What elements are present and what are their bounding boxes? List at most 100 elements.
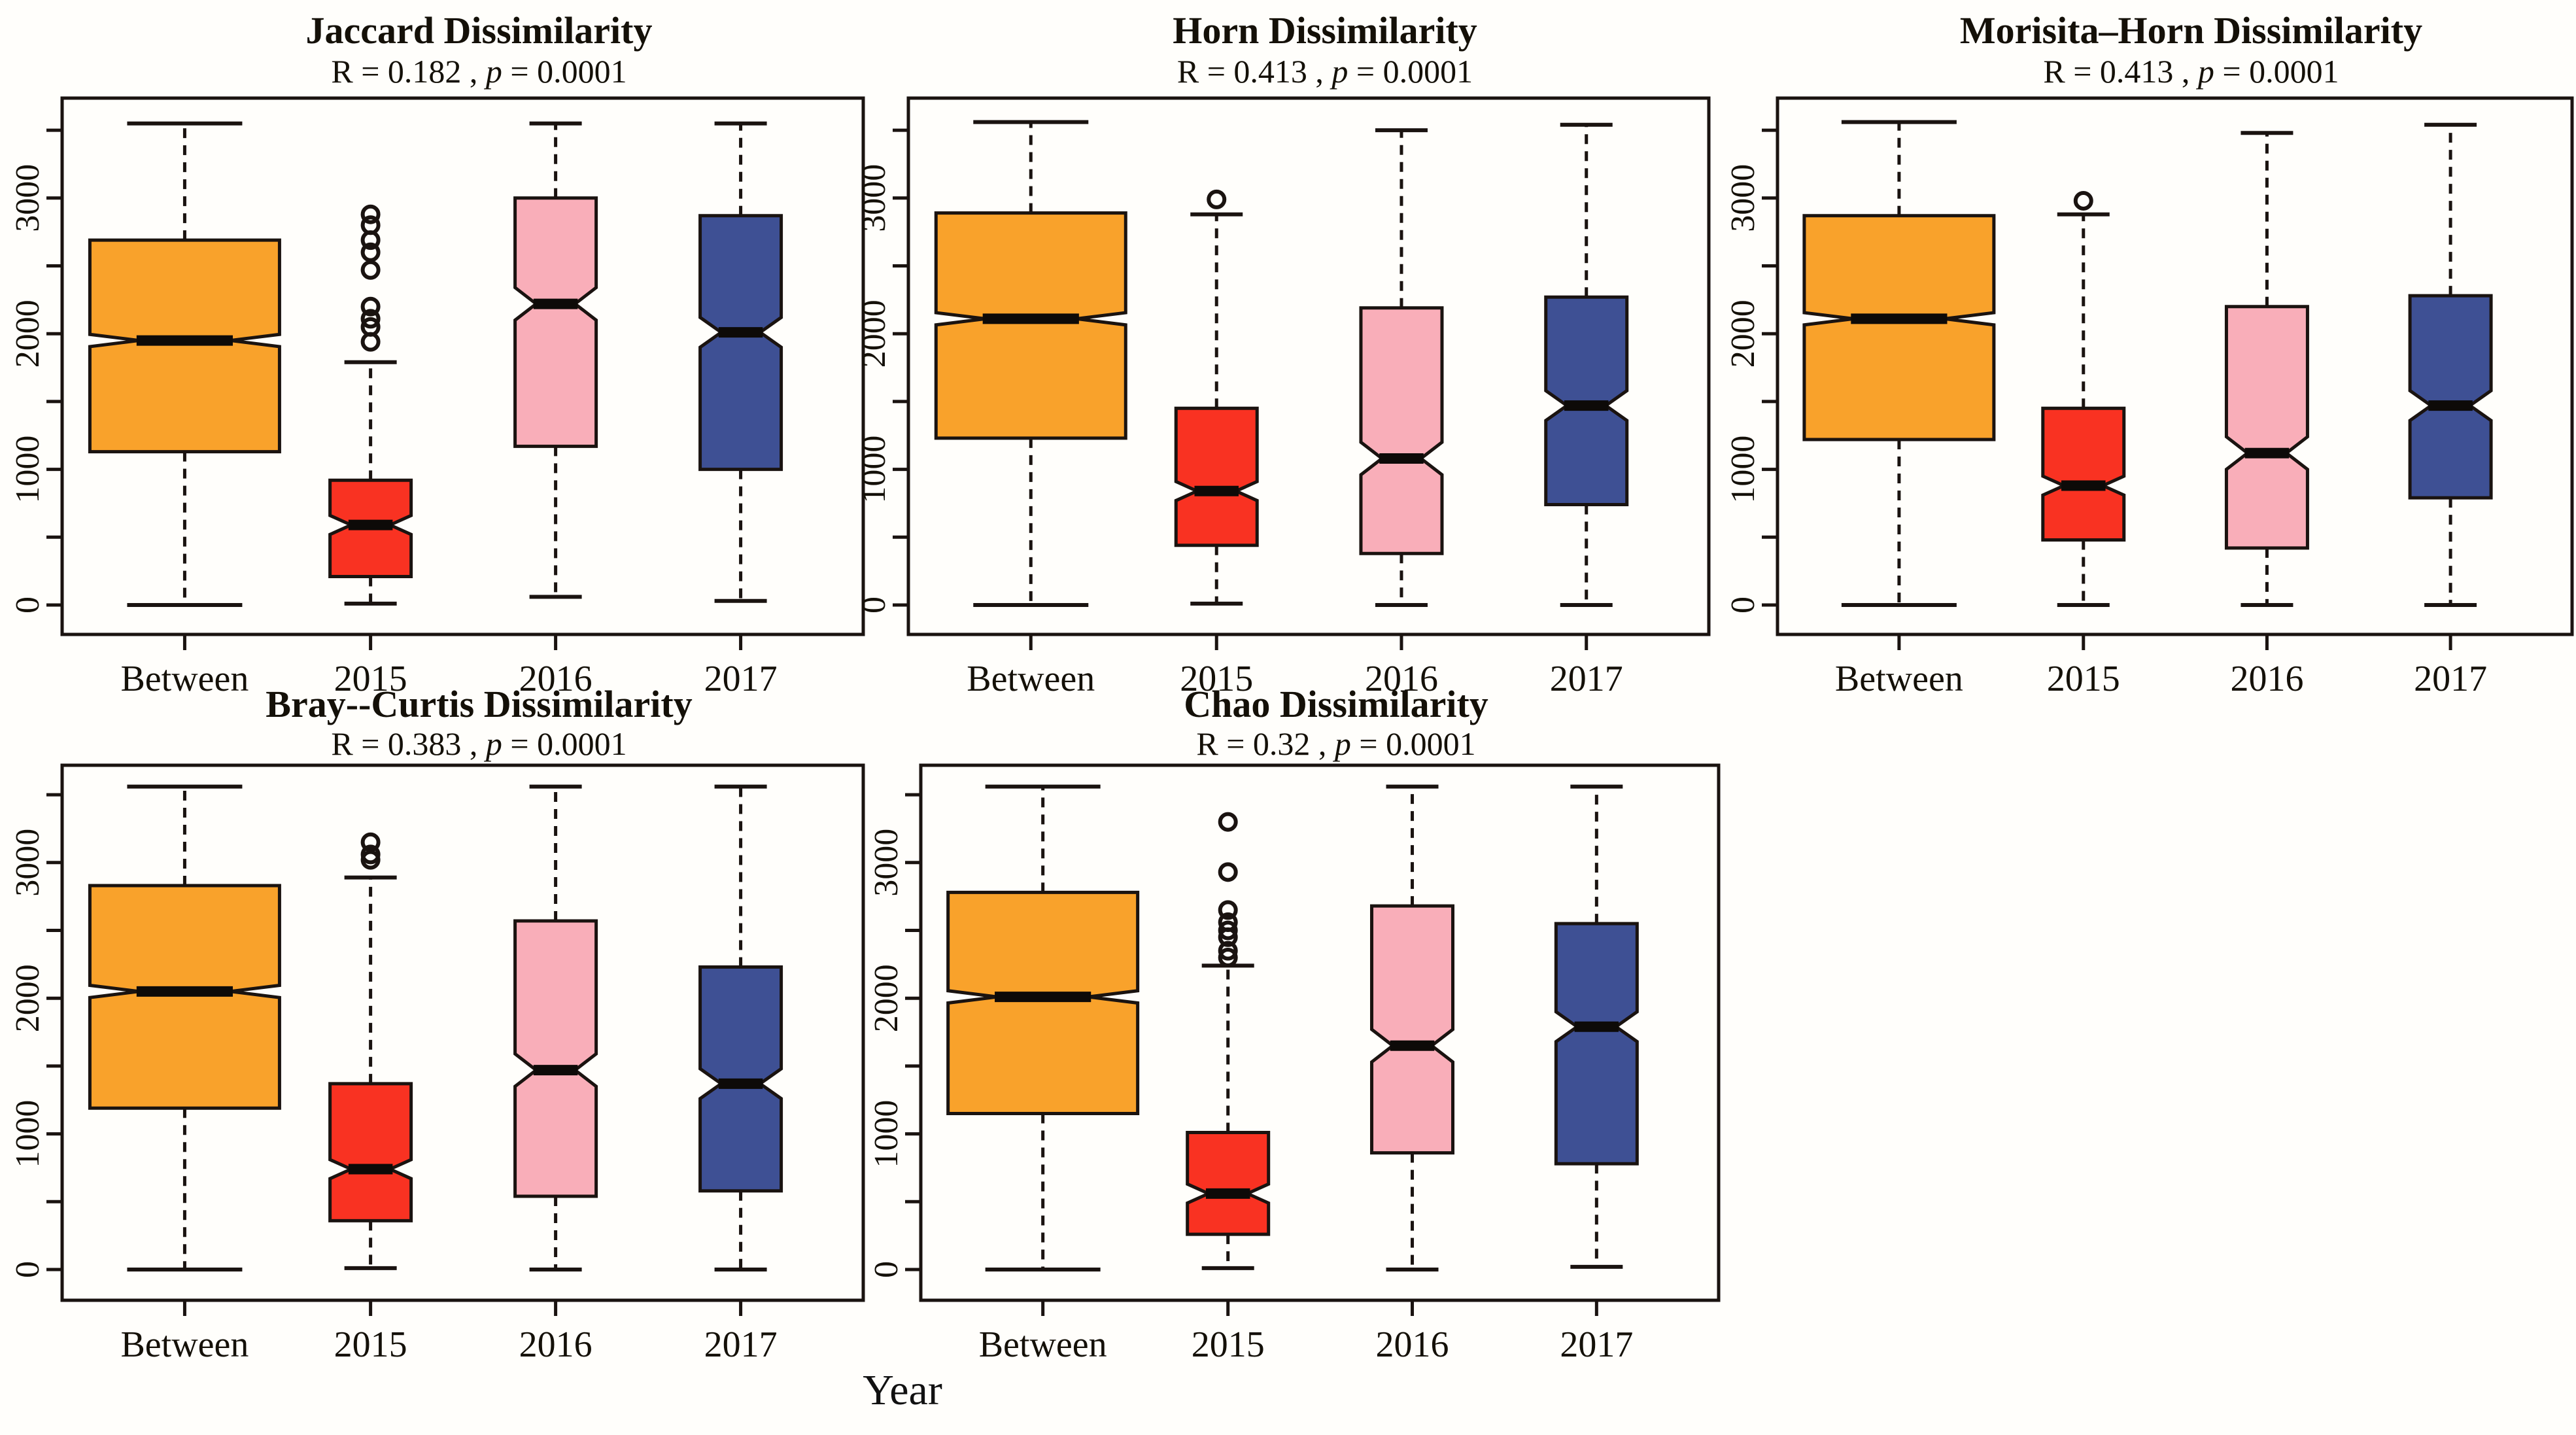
outlier-point — [1218, 900, 1238, 920]
outlier-point — [1218, 947, 1238, 967]
outlier-point — [360, 204, 381, 224]
x-tick-label-2017: 2017 — [2414, 659, 2487, 699]
x-tick-label-2017: 2017 — [1550, 659, 1623, 699]
x-tick-label-2015: 2015 — [334, 1324, 407, 1365]
outlier-point — [360, 332, 381, 352]
outlier-point — [360, 260, 381, 280]
y-tick-label: 1000 — [1725, 436, 1762, 504]
plot-border — [919, 763, 1721, 1302]
y-tick-label: 3000 — [868, 829, 905, 897]
y-tick-label: 3000 — [9, 829, 46, 897]
panel-title-chao: Chao Dissimilarity — [1184, 683, 1488, 725]
panel-stats-bray-curtis: R = 0.383 , p = 0.0001 — [331, 725, 627, 762]
box-group-morisita-horn-2017 — [2408, 122, 2493, 607]
panel-title-morisita-horn: Morisita–Horn Dissimilarity — [1960, 9, 2422, 52]
x-tick-label-between: Between — [120, 659, 249, 699]
y-tick-label: 1000 — [868, 1100, 905, 1168]
box-group-morisita-horn-2016 — [2224, 131, 2309, 607]
box-group-morisita-horn-2015 — [2041, 190, 2126, 607]
x-tick-label-2016: 2016 — [519, 659, 592, 699]
box-2017 — [1554, 922, 1639, 1166]
plot-border — [1776, 96, 2574, 636]
x-tick-label-2015: 2015 — [334, 659, 407, 699]
box-between — [946, 890, 1140, 1115]
box-2016 — [513, 919, 598, 1198]
outlier-point — [360, 230, 381, 251]
y-tick-label: 0 — [855, 596, 893, 614]
x-tick-label-2017: 2017 — [704, 1324, 778, 1365]
x-tick-label-2016: 2016 — [519, 1324, 592, 1365]
x-tick-label-between: Between — [120, 1324, 249, 1365]
y-tick-label: 0 — [9, 1261, 46, 1278]
outlier-point — [1218, 862, 1238, 882]
outlier-point — [1207, 189, 1227, 209]
box-group-jaccard-2017 — [698, 121, 783, 603]
outlier-point — [2073, 190, 2093, 211]
box-group-horn-2016 — [1359, 128, 1444, 607]
x-tick-label-2016: 2016 — [1376, 1324, 1449, 1365]
box-between — [88, 238, 281, 454]
box-2015 — [328, 1082, 413, 1222]
box-group-jaccard-2016 — [513, 121, 598, 599]
box-group-chao-between — [946, 784, 1140, 1271]
x-tick-label-2015: 2015 — [1180, 659, 1253, 699]
box-group-chao-2015 — [1186, 812, 1271, 1270]
box-group-horn-2017 — [1544, 122, 1629, 607]
y-tick-label: 3000 — [1725, 164, 1762, 232]
outlier-point — [360, 309, 381, 329]
y-tick-label: 3000 — [9, 164, 46, 232]
y-tick-label: 1000 — [9, 1100, 46, 1168]
box-2016 — [1359, 306, 1444, 555]
box-group-jaccard-2015 — [328, 204, 413, 606]
outlier-point — [1218, 927, 1238, 947]
x-tick-label-between: Between — [1835, 659, 1963, 699]
box-between — [1802, 214, 1996, 441]
x-tick-label-2015: 2015 — [2047, 659, 2120, 699]
y-tick-label: 3000 — [855, 164, 893, 232]
box-group-morisita-horn-between — [1802, 120, 1996, 607]
x-tick-label-2017: 2017 — [1560, 1324, 1633, 1365]
outlier-point — [1218, 941, 1238, 961]
box-group-chao-2017 — [1554, 784, 1639, 1269]
plot-border — [60, 96, 865, 636]
panel-title-bray-curtis: Bray--Curtis Dissimilarity — [266, 683, 692, 725]
plot-border — [906, 96, 1711, 636]
box-group-bray-curtis-2016 — [513, 784, 598, 1271]
box-group-horn-2015 — [1174, 189, 1259, 606]
panel-title-horn: Horn Dissimilarity — [1173, 9, 1477, 52]
box-group-horn-between — [934, 120, 1127, 607]
box-group-bray-curtis-between — [88, 784, 281, 1271]
panel-stats-morisita-horn: R = 0.413 , p = 0.0001 — [2043, 53, 2339, 90]
box-group-chao-2016 — [1370, 784, 1455, 1271]
box-between — [88, 884, 281, 1110]
x-tick-label-2017: 2017 — [704, 659, 778, 699]
x-tick-label-2016: 2016 — [1365, 659, 1438, 699]
box-2017 — [698, 214, 783, 472]
box-2016 — [513, 196, 598, 448]
y-tick-label: 2000 — [868, 964, 905, 1032]
panel-title-jaccard: Jaccard Dissimilarity — [306, 9, 653, 52]
x-tick-label-2016: 2016 — [2230, 659, 2303, 699]
panel-stats-horn: R = 0.413 , p = 0.0001 — [1177, 53, 1473, 90]
y-tick-label: 0 — [868, 1261, 905, 1278]
box-2017 — [2408, 294, 2493, 500]
outlier-point — [1218, 920, 1238, 941]
outlier-point — [1218, 812, 1238, 832]
y-tick-label: 1000 — [855, 436, 893, 504]
y-tick-label: 1000 — [9, 436, 46, 504]
y-tick-label: 2000 — [1725, 300, 1762, 368]
y-tick-label: 0 — [1725, 596, 1762, 614]
box-2015 — [2041, 406, 2126, 542]
x-axis-title: Year — [863, 1366, 942, 1414]
x-tick-label-between: Between — [979, 1324, 1107, 1365]
box-group-bray-curtis-2017 — [698, 784, 783, 1271]
box-2015 — [1174, 406, 1259, 547]
outlier-point — [360, 296, 381, 317]
plot-border — [60, 763, 865, 1302]
box-group-bray-curtis-2015 — [328, 832, 413, 1270]
y-tick-label: 2000 — [9, 964, 46, 1032]
box-2016 — [1370, 904, 1455, 1155]
y-tick-label: 2000 — [9, 300, 46, 368]
